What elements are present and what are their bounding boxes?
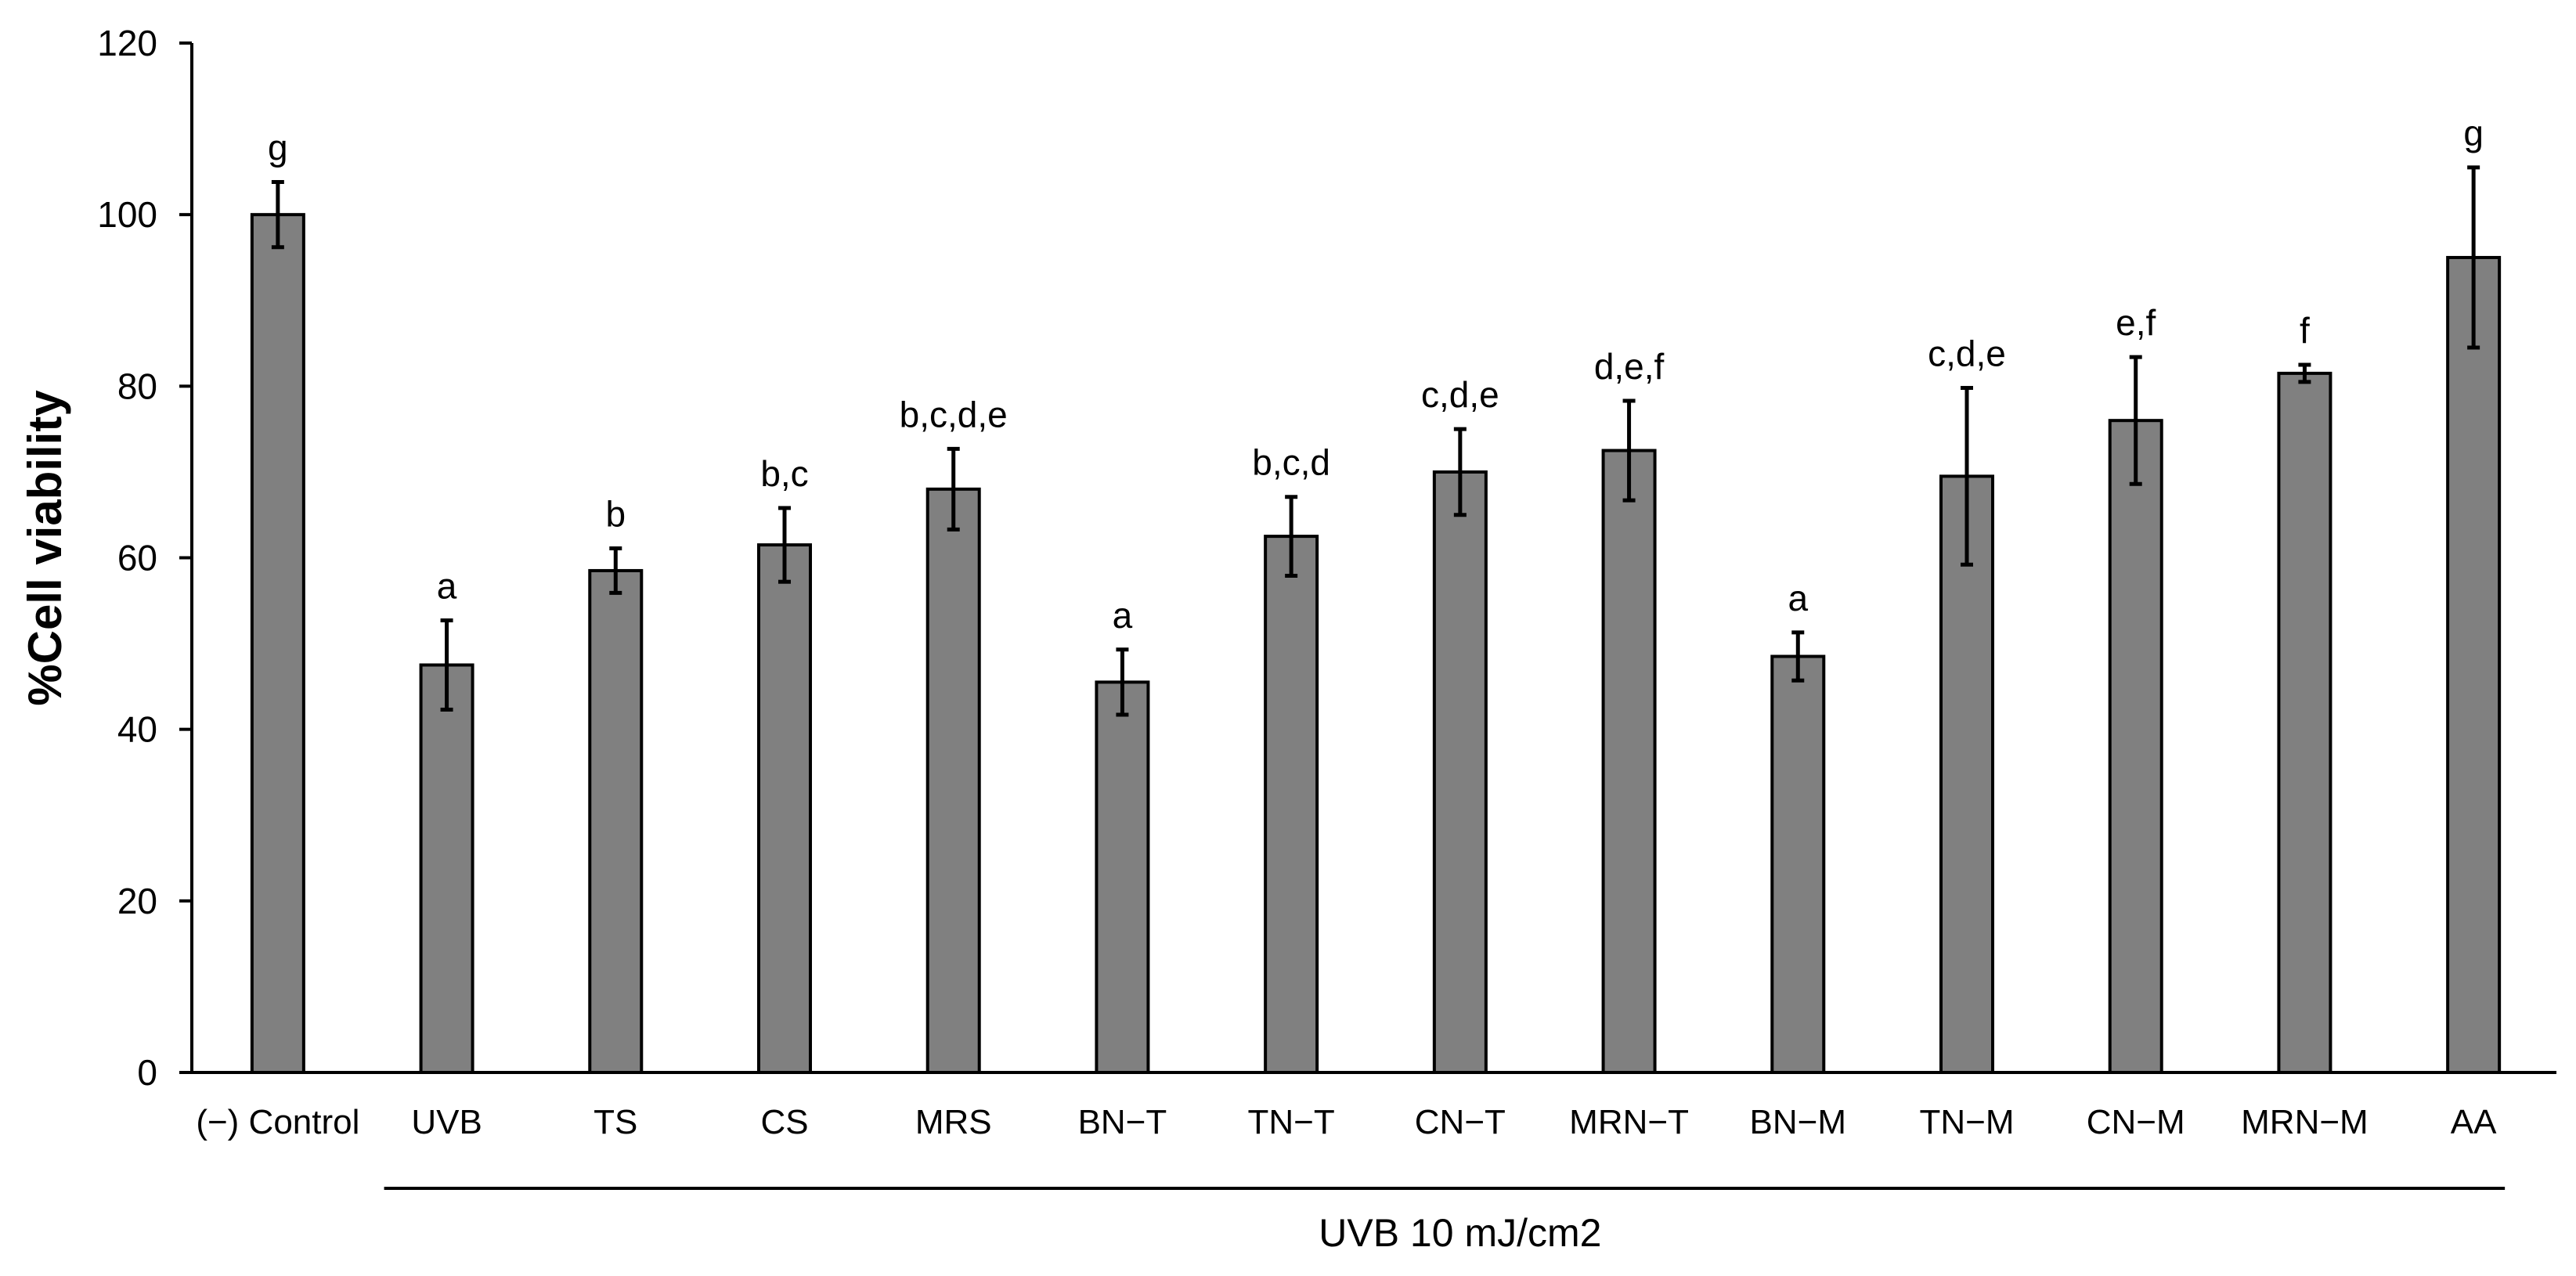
- category-label: BN−T: [1078, 1103, 1167, 1141]
- significance-label: g: [268, 128, 288, 168]
- bar: [925, 487, 981, 1074]
- category-label: (−) Control: [196, 1103, 359, 1141]
- bar: [2108, 419, 2163, 1074]
- significance-label: d,e,f: [1594, 346, 1665, 387]
- bar: [2446, 255, 2502, 1074]
- significance-label: e,f: [2116, 302, 2156, 343]
- category-label: TN−T: [1248, 1103, 1335, 1141]
- significance-label: b,c,d: [1252, 442, 1330, 483]
- category-label: CS: [760, 1103, 808, 1141]
- category-label: CN−T: [1415, 1103, 1506, 1141]
- category-label: AA: [2451, 1103, 2497, 1141]
- y-tick-label: 80: [117, 366, 157, 406]
- significance-label: f: [2300, 310, 2310, 351]
- y-tick-label: 40: [117, 709, 157, 750]
- significance-label: c,d,e: [1421, 374, 1499, 415]
- y-tick-label: 0: [137, 1052, 157, 1093]
- axes: 0 20 40 60 80 100 120: [97, 23, 2556, 1190]
- bar: [250, 213, 305, 1075]
- significance-label: b,c,d,e: [900, 394, 1008, 434]
- bar: [1770, 654, 1826, 1074]
- significance-label: g: [2463, 113, 2484, 153]
- bar: [2277, 371, 2332, 1075]
- category-label: BN−M: [1750, 1103, 1846, 1141]
- bars: [250, 165, 2502, 1075]
- category-label: MRN−T: [1569, 1103, 1689, 1141]
- category-label: MRN−M: [2241, 1103, 2369, 1141]
- significance-label: a: [1113, 595, 1133, 636]
- bar: [1095, 680, 1150, 1074]
- bar: [757, 543, 812, 1074]
- category-label: MRS: [915, 1103, 992, 1141]
- bar: [419, 663, 474, 1074]
- y-tick-label: 120: [97, 23, 157, 63]
- y-tick-label: 100: [97, 194, 157, 235]
- bar: [1432, 470, 1488, 1074]
- y-tick-label: 60: [117, 538, 157, 579]
- significance-label: b,c: [760, 453, 808, 494]
- category-label: UVB: [411, 1103, 482, 1141]
- labels: g (−) Control a UVB b TS b,c CS b,c,d,e MRS a BN−T b…: [196, 113, 2497, 1141]
- category-label: TS: [593, 1103, 637, 1141]
- category-label: TN−M: [1920, 1103, 2015, 1141]
- category-label: CN−M: [2087, 1103, 2185, 1141]
- bar: [1601, 449, 1657, 1074]
- group-label: UVB 10 mJ/cm2: [1319, 1211, 1601, 1255]
- significance-label: a: [437, 565, 457, 606]
- significance-label: b: [605, 493, 626, 534]
- bar: [1264, 535, 1319, 1074]
- y-tick-label: 20: [117, 881, 157, 921]
- significance-label: c,d,e: [1928, 333, 2006, 374]
- bar: [588, 568, 644, 1074]
- significance-label: a: [1788, 578, 1808, 618]
- y-axis-title: %Cell viability: [19, 390, 71, 706]
